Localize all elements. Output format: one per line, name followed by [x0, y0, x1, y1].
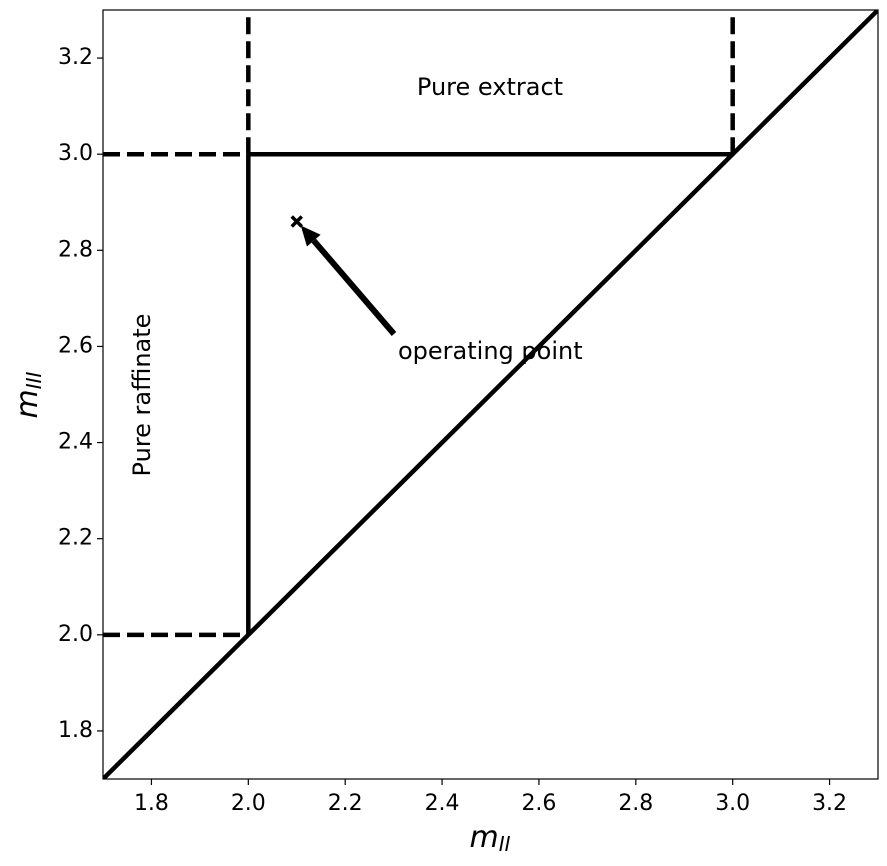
- annotation: Pure extract: [417, 73, 563, 101]
- annotation: operating point: [398, 337, 583, 365]
- y-label-base: m: [10, 389, 45, 418]
- operating-point: [290, 215, 303, 228]
- y-tick-label: 2.8: [58, 237, 93, 262]
- x-tick-label: 2.2: [328, 791, 363, 816]
- y-tick-label: 3.0: [58, 141, 93, 166]
- line: [103, 10, 878, 779]
- y-tick-label: 1.8: [58, 718, 93, 743]
- annotation: Pure raffinate: [128, 314, 156, 477]
- y-label-sub: III: [22, 371, 46, 389]
- x-tick-label: 3.0: [715, 791, 750, 816]
- x-tick-label: 2.8: [618, 791, 653, 816]
- y-tick-label: 2.2: [58, 526, 93, 551]
- y-tick-label: 2.0: [58, 622, 93, 647]
- x-tick-label: 2.0: [231, 791, 266, 816]
- x-label-sub: II: [499, 832, 511, 856]
- x-axis-label: mII: [469, 820, 510, 856]
- x-tick-label: 3.2: [812, 791, 847, 816]
- x-tick-label: 1.8: [134, 791, 169, 816]
- x-label-base: m: [469, 820, 498, 855]
- y-axis-label: mIII: [10, 371, 46, 418]
- y-tick-label: 3.2: [58, 45, 93, 70]
- arrow-head: [300, 225, 321, 247]
- y-tick-label: 2.4: [58, 430, 93, 455]
- y-tick-label: 2.6: [58, 333, 93, 358]
- arrow-shaft: [311, 238, 397, 336]
- x-tick-label: 2.6: [521, 791, 556, 816]
- plot-area: [103, 10, 878, 779]
- axes-frame: [102, 9, 879, 780]
- x-tick-label: 2.4: [425, 791, 460, 816]
